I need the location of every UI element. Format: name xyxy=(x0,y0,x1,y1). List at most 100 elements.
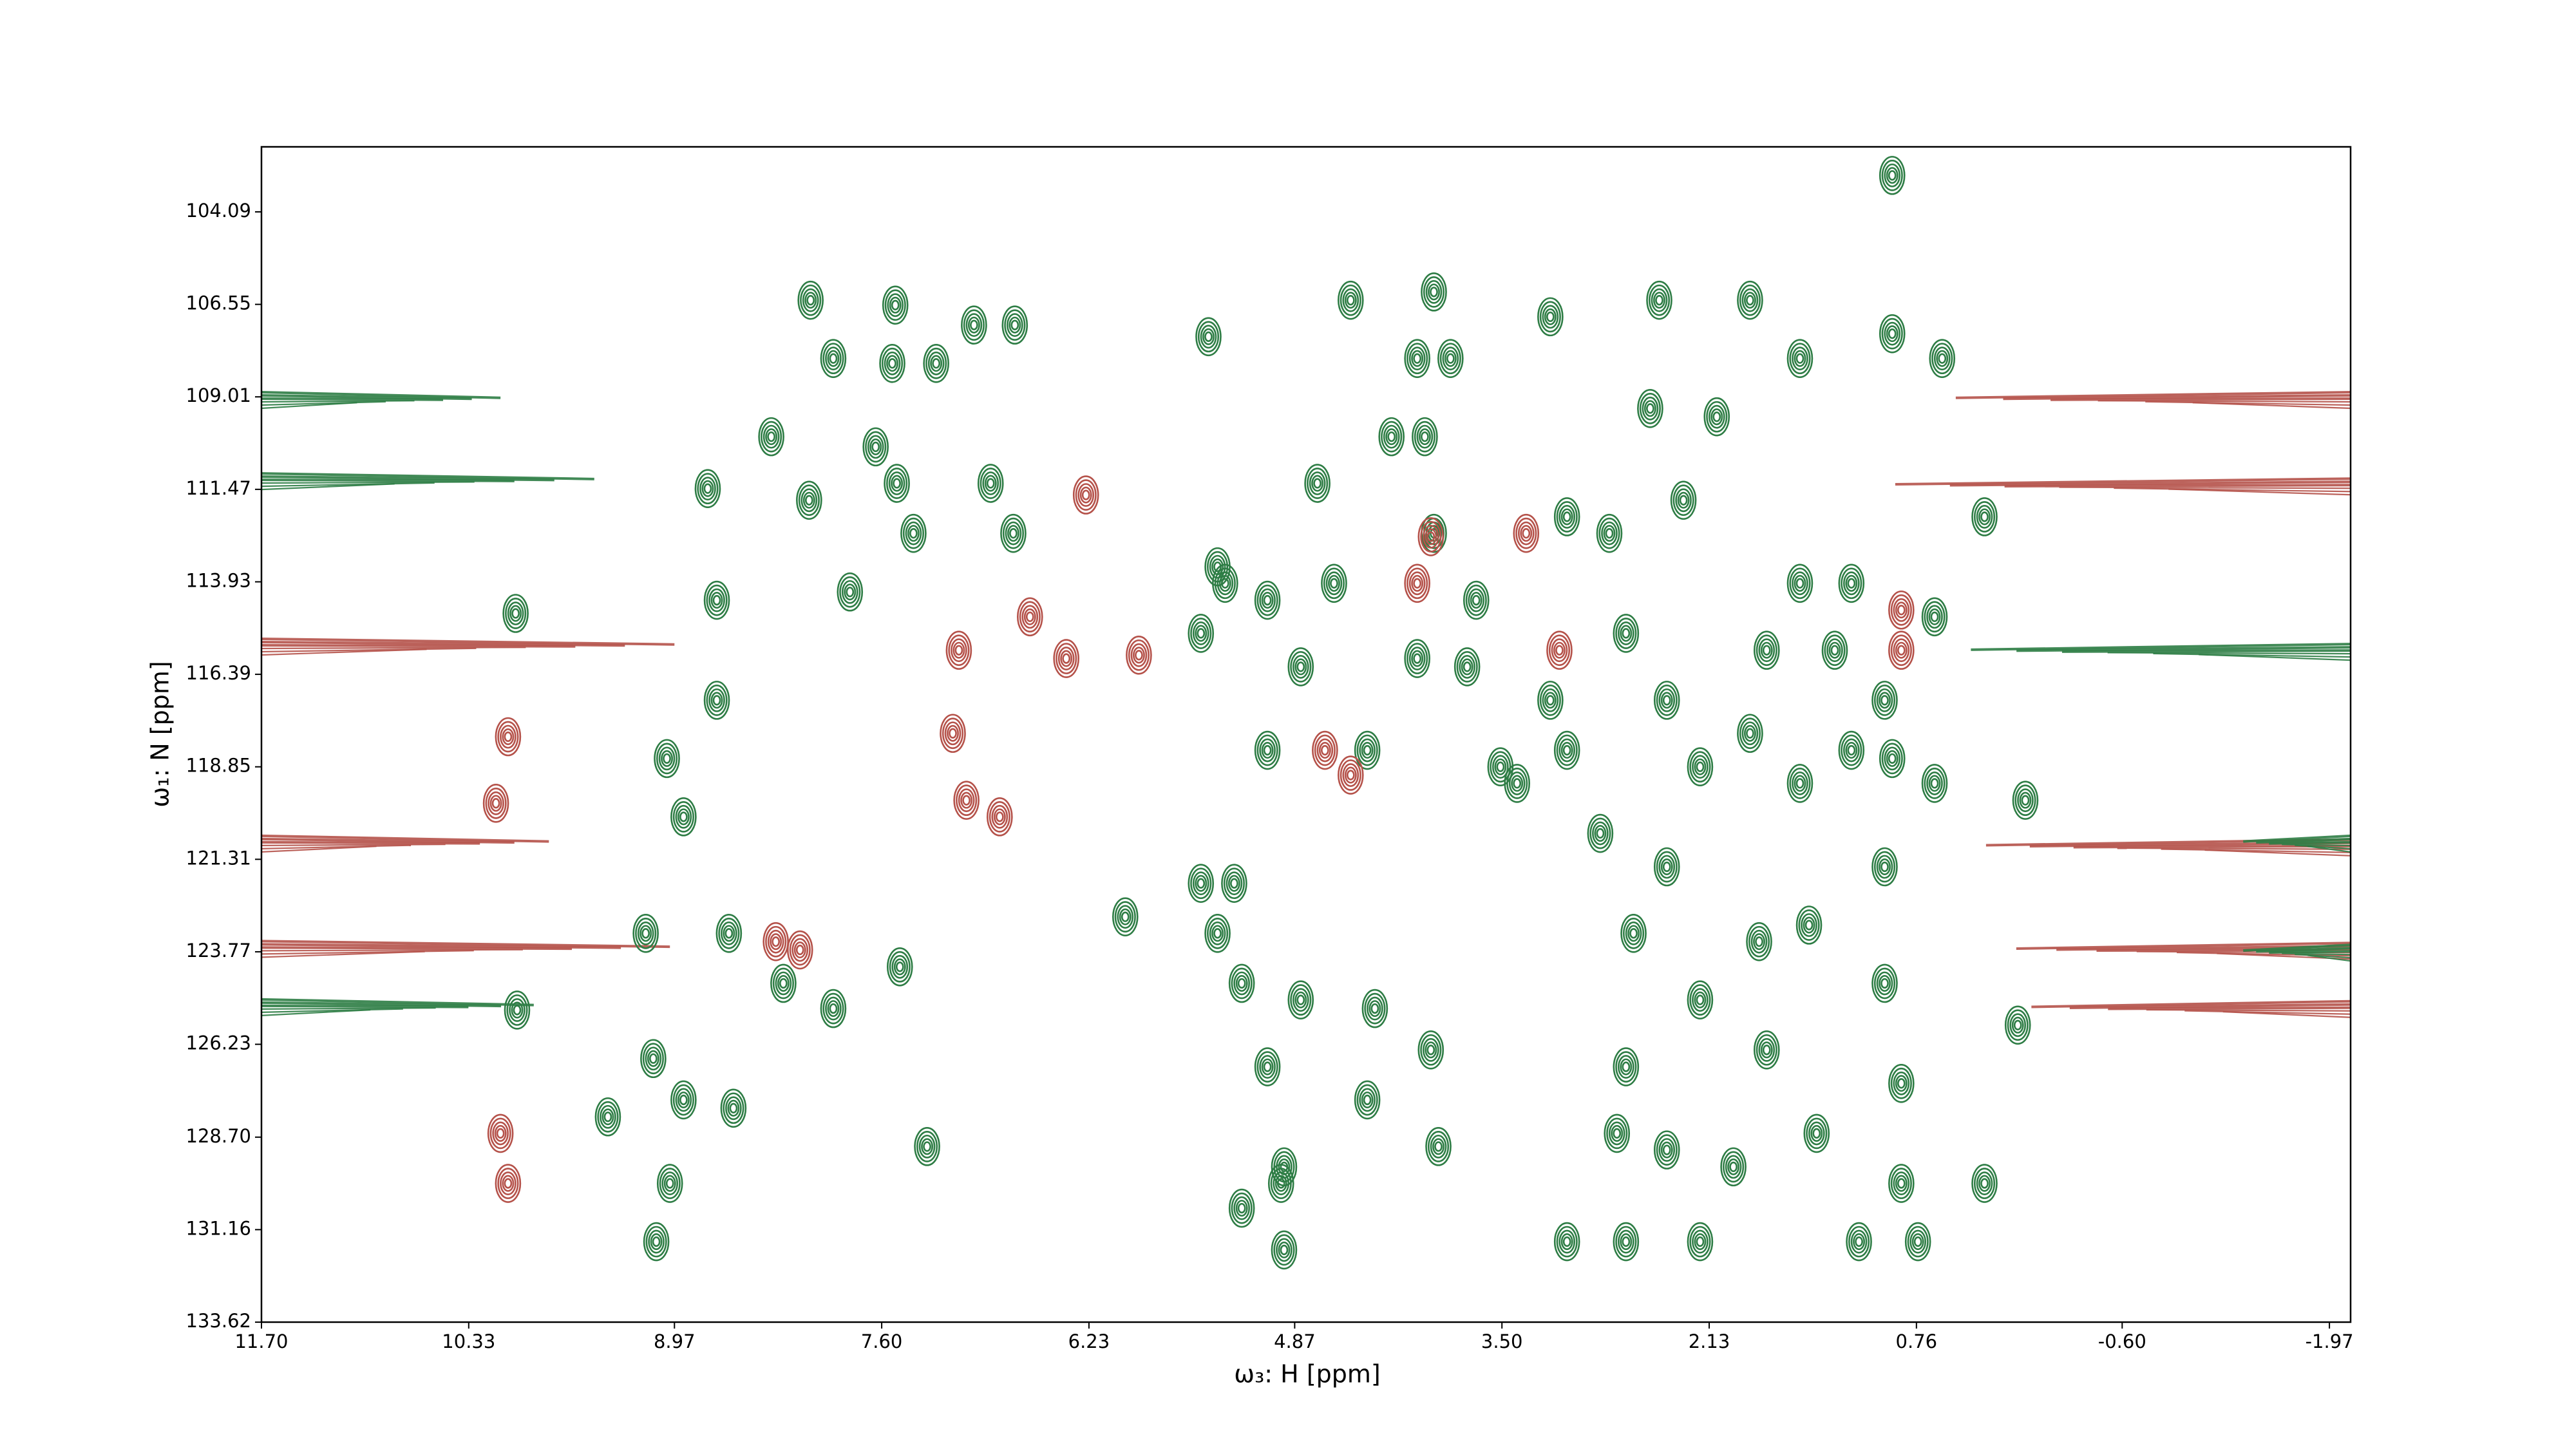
peak-contour xyxy=(1517,521,1535,545)
peak-contour xyxy=(2009,1013,2027,1037)
peak-contour xyxy=(1672,484,1694,516)
peak-contour xyxy=(1603,525,1616,542)
peak-contour xyxy=(887,293,904,317)
peak-contour xyxy=(1304,464,1331,503)
peak-contour xyxy=(654,739,680,779)
peak-contour xyxy=(1356,734,1378,766)
peak-contour xyxy=(1325,571,1343,596)
peak-contour xyxy=(837,572,864,612)
peak-contour xyxy=(1753,933,1765,951)
peak-contour xyxy=(1544,308,1557,325)
peak xyxy=(1254,580,1281,620)
peak-contour xyxy=(489,1117,511,1150)
peak-contour xyxy=(1720,1147,1747,1187)
peak-contour xyxy=(723,925,735,942)
peak-contour xyxy=(940,714,966,753)
peak xyxy=(502,594,529,633)
peak-contour xyxy=(1604,1113,1631,1153)
peak-contour xyxy=(1656,685,1678,716)
peak-contour xyxy=(1553,641,1566,659)
peak-contour xyxy=(1741,288,1759,312)
peak-contour xyxy=(2014,784,2036,817)
peak-contour xyxy=(488,791,504,815)
peak xyxy=(1354,730,1381,770)
peak-contour xyxy=(1207,917,1229,949)
peak-contour xyxy=(963,309,985,341)
ridge xyxy=(2031,999,2351,1018)
peak-contour xyxy=(1739,717,1761,750)
peak xyxy=(1888,630,1915,670)
peak-contour xyxy=(492,1121,509,1146)
peak-contour xyxy=(710,592,723,609)
ridge-contour xyxy=(261,647,477,653)
peak-contour xyxy=(791,938,809,962)
peak-contour xyxy=(697,473,719,505)
ridge-contour xyxy=(2153,652,2351,658)
x-tick-label: 3.50 xyxy=(1481,1331,1523,1352)
peak-contour xyxy=(1228,963,1255,1003)
peak-contour xyxy=(1060,650,1073,667)
peak-contour xyxy=(1723,1151,1745,1183)
peak-contour xyxy=(505,598,527,629)
peak-contour xyxy=(905,521,922,545)
peak-contour xyxy=(1446,353,1455,364)
peak-contour xyxy=(893,478,901,489)
peak-contour xyxy=(777,974,790,992)
peak-contour xyxy=(1354,730,1381,770)
peak-contour xyxy=(1261,592,1274,609)
peak-contour xyxy=(648,1229,665,1254)
peak-contour xyxy=(1007,525,1019,542)
peak-contour xyxy=(871,441,880,453)
peak-contour xyxy=(1195,317,1222,357)
peak-contour xyxy=(1562,744,1571,756)
peak-contour xyxy=(1888,328,1897,339)
peak xyxy=(703,580,730,620)
ridge-contour xyxy=(261,998,534,1007)
peak-contour xyxy=(639,925,652,942)
peak-contour xyxy=(1235,1200,1248,1217)
peak-contour xyxy=(1112,897,1139,936)
peak xyxy=(694,469,721,508)
peak-contour xyxy=(1795,353,1804,364)
peak-contour xyxy=(670,797,697,837)
y-tick-label: 128.70 xyxy=(186,1125,251,1147)
peak-contour xyxy=(482,784,509,823)
peak-contour xyxy=(1437,339,1464,378)
peak-contour xyxy=(1838,730,1865,770)
peak-contour xyxy=(1921,597,1948,637)
peak-contour xyxy=(494,1124,507,1142)
peak-contour xyxy=(1330,578,1338,589)
peak-contour xyxy=(1841,567,1862,600)
peak-contour xyxy=(1522,527,1531,539)
peak-contour xyxy=(993,808,1006,826)
peak-contour xyxy=(1617,621,1634,645)
peak-contour xyxy=(507,601,524,625)
peak-contour xyxy=(1344,766,1357,784)
peak-contour xyxy=(1426,1045,1435,1056)
peak-contour xyxy=(642,1043,664,1075)
ridge-contour xyxy=(261,400,415,403)
peak-contour xyxy=(1888,1063,1915,1103)
peak-contour xyxy=(1687,980,1714,1019)
peak-contour xyxy=(600,1104,616,1129)
peak-contour xyxy=(497,1168,519,1199)
peak xyxy=(987,797,1013,837)
peak-contour xyxy=(916,1130,938,1162)
peak-contour xyxy=(1843,571,1860,596)
peak-contour xyxy=(1314,734,1336,766)
peak-contour xyxy=(1188,864,1215,903)
peak-contour xyxy=(504,990,531,1030)
x-tick-label: 0.76 xyxy=(1896,1331,1938,1352)
y-tick-label: 106.55 xyxy=(186,292,251,314)
peak-contour xyxy=(500,724,516,749)
peak xyxy=(1838,730,1865,770)
peak-contour xyxy=(1873,685,1896,716)
peak-contour xyxy=(1135,650,1143,661)
peak-contour xyxy=(1126,636,1152,675)
peak-contour xyxy=(765,925,787,958)
peak-contour xyxy=(1613,614,1640,653)
peak-contour xyxy=(1346,295,1355,306)
peak-contour xyxy=(1890,1168,1912,1199)
peak-contour xyxy=(1381,421,1403,453)
peak-contour xyxy=(1753,1030,1780,1070)
